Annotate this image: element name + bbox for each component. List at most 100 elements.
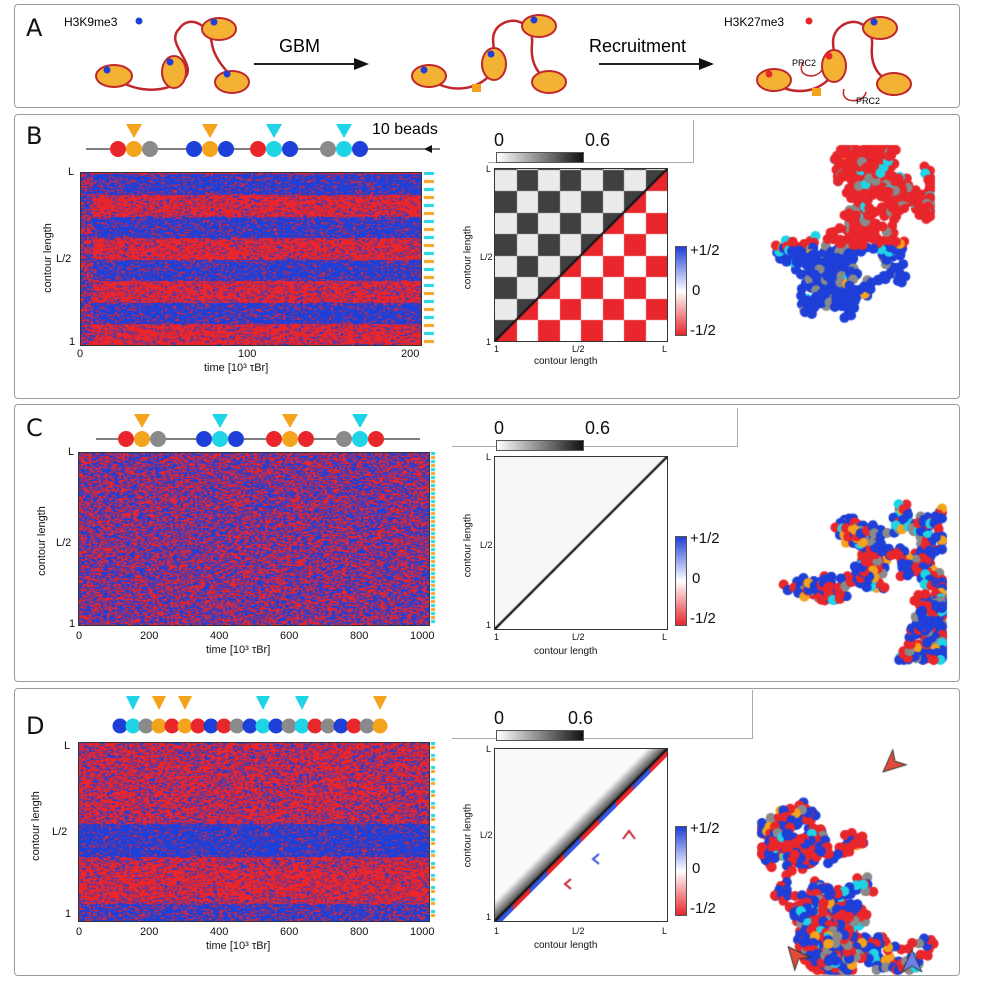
corr-b-mid: 0 bbox=[692, 282, 701, 299]
prc2-label-2: PRC2 bbox=[856, 96, 880, 106]
bead-group bbox=[320, 124, 368, 157]
panel-a-diagram: H3K9me3 GBM Recruitment H3K27me3 PRC2 PR… bbox=[64, 14, 912, 106]
kymograph-c bbox=[78, 452, 430, 626]
kymo-d-tick-0: 0 bbox=[76, 926, 83, 938]
bead bbox=[320, 718, 336, 734]
bead bbox=[294, 718, 310, 734]
kymo-b-tick-1: 100 bbox=[238, 348, 257, 360]
bead-chain bbox=[112, 696, 388, 734]
bead-marker bbox=[373, 696, 387, 710]
panel-c-kymograph-ylabel: contour length bbox=[36, 506, 48, 576]
corr-c-mid: 0 bbox=[692, 570, 701, 587]
nucleosome-chain-initial bbox=[95, 17, 250, 94]
kymo-c-y-mid: L/2 bbox=[56, 537, 72, 549]
corr-bar-d bbox=[675, 826, 687, 916]
cbar-c-box bbox=[452, 408, 738, 447]
map-b-y-mid: L/2 bbox=[480, 252, 493, 262]
greyscale-bar-b bbox=[496, 152, 584, 163]
panel-b-kymograph-ylabel: contour length bbox=[42, 223, 54, 293]
bead bbox=[112, 718, 128, 734]
bead bbox=[346, 718, 362, 734]
cbar-b-max: 0.6 bbox=[585, 130, 611, 150]
bead-marker bbox=[178, 696, 192, 710]
map-b-x-mid: L/2 bbox=[572, 344, 585, 354]
polymer-snapshot-b bbox=[730, 130, 950, 390]
cbar-b-min: 0 bbox=[494, 130, 505, 150]
recruitment-arrow-head bbox=[699, 58, 714, 70]
bead bbox=[216, 718, 232, 734]
bead-group bbox=[266, 414, 314, 447]
h3k9me3-label: H3K9me3 bbox=[64, 15, 118, 29]
map-d-y-mid: L/2 bbox=[480, 830, 493, 840]
corr-c-bot: -1/2 bbox=[690, 610, 716, 627]
nucleosome-chain-gbm bbox=[411, 14, 567, 94]
cbar-d-max: 0.6 bbox=[568, 708, 594, 728]
kymo-c-xlabel: time [10³ τBr] bbox=[206, 644, 271, 656]
kymo-d-tick-3: 600 bbox=[280, 926, 299, 938]
kymograph-d-state-strip bbox=[429, 742, 437, 920]
kymo-c-y-bot: 1 bbox=[69, 618, 76, 630]
map-d-y-L: L bbox=[486, 744, 492, 754]
map-c-xlabel: contour length bbox=[534, 646, 598, 657]
map-d-x-L: L bbox=[662, 926, 668, 936]
panel-d-kymograph-ylabel: contour length bbox=[30, 791, 42, 861]
map-d-x-1: 1 bbox=[494, 926, 500, 936]
panel-d-bead-schematic bbox=[112, 696, 388, 734]
bead bbox=[138, 718, 154, 734]
corr-bar-b bbox=[675, 246, 687, 336]
corr-b-bot: -1/2 bbox=[690, 322, 716, 339]
kymo-b-y-mid: L/2 bbox=[56, 253, 72, 265]
bead bbox=[203, 718, 219, 734]
bead-marker bbox=[126, 696, 140, 710]
panel-b-bead-schematic: 10 beads bbox=[86, 121, 440, 157]
greyscale-bar-d bbox=[496, 730, 584, 741]
bead bbox=[359, 718, 375, 734]
bead bbox=[177, 718, 193, 734]
corr-d-mid: 0 bbox=[692, 860, 701, 877]
corr-d-bot: -1/2 bbox=[690, 900, 716, 917]
kymo-c-tick-0: 0 bbox=[76, 630, 83, 642]
ten-beads-label: 10 beads bbox=[372, 121, 438, 138]
gbm-arrow-head bbox=[354, 58, 369, 70]
bead bbox=[229, 718, 245, 734]
map-c-x-1: 1 bbox=[494, 632, 500, 642]
polymer-snapshot-d bbox=[752, 700, 962, 980]
bead bbox=[268, 718, 284, 734]
kymo-b-xlabel: time [10³ τBr] bbox=[204, 362, 269, 374]
panel-d-label: D bbox=[26, 712, 45, 740]
kymo-b-y-top: L bbox=[68, 166, 75, 178]
polymer-snapshot-c bbox=[742, 420, 952, 670]
bead-marker bbox=[256, 696, 270, 710]
kymograph-b-state-strip bbox=[422, 172, 436, 344]
h3k27me3-dot bbox=[805, 17, 813, 25]
kymo-c-tick-2: 400 bbox=[210, 630, 229, 642]
bead bbox=[190, 718, 206, 734]
bead bbox=[307, 718, 323, 734]
map-b-y-1: 1 bbox=[486, 337, 492, 347]
map-d-y-1: 1 bbox=[486, 912, 492, 922]
cbar-d-min: 0 bbox=[494, 708, 505, 728]
bead bbox=[372, 718, 388, 734]
kymo-d-xlabel: time [10³ τBr] bbox=[206, 940, 271, 952]
panel-c-label: C bbox=[26, 414, 43, 442]
contact-map-b bbox=[494, 168, 668, 342]
map-b-x-1: 1 bbox=[494, 344, 500, 354]
bead bbox=[281, 718, 297, 734]
kymo-c-y-top: L bbox=[68, 446, 75, 458]
recruitment-arrow-label: Recruitment bbox=[589, 36, 686, 56]
bead bbox=[164, 718, 180, 734]
map-c-y-mid: L/2 bbox=[480, 540, 493, 550]
kymo-c-tick-4: 800 bbox=[350, 630, 369, 642]
corr-bar-c bbox=[675, 536, 687, 626]
map-c-x-L: L bbox=[662, 632, 668, 642]
map-d-x-mid: L/2 bbox=[572, 926, 585, 936]
beads-arrow-icon bbox=[424, 145, 432, 153]
map-c-y-1: 1 bbox=[486, 620, 492, 630]
kymo-d-tick-5: 1000 bbox=[410, 926, 435, 938]
kymograph-d bbox=[78, 742, 430, 922]
kymo-c-tick-1: 200 bbox=[140, 630, 159, 642]
prc2-label-1: PRC2 bbox=[792, 58, 816, 68]
contact-map-c bbox=[494, 456, 668, 630]
kymo-b-tick-0: 0 bbox=[77, 348, 84, 360]
bead bbox=[125, 718, 141, 734]
